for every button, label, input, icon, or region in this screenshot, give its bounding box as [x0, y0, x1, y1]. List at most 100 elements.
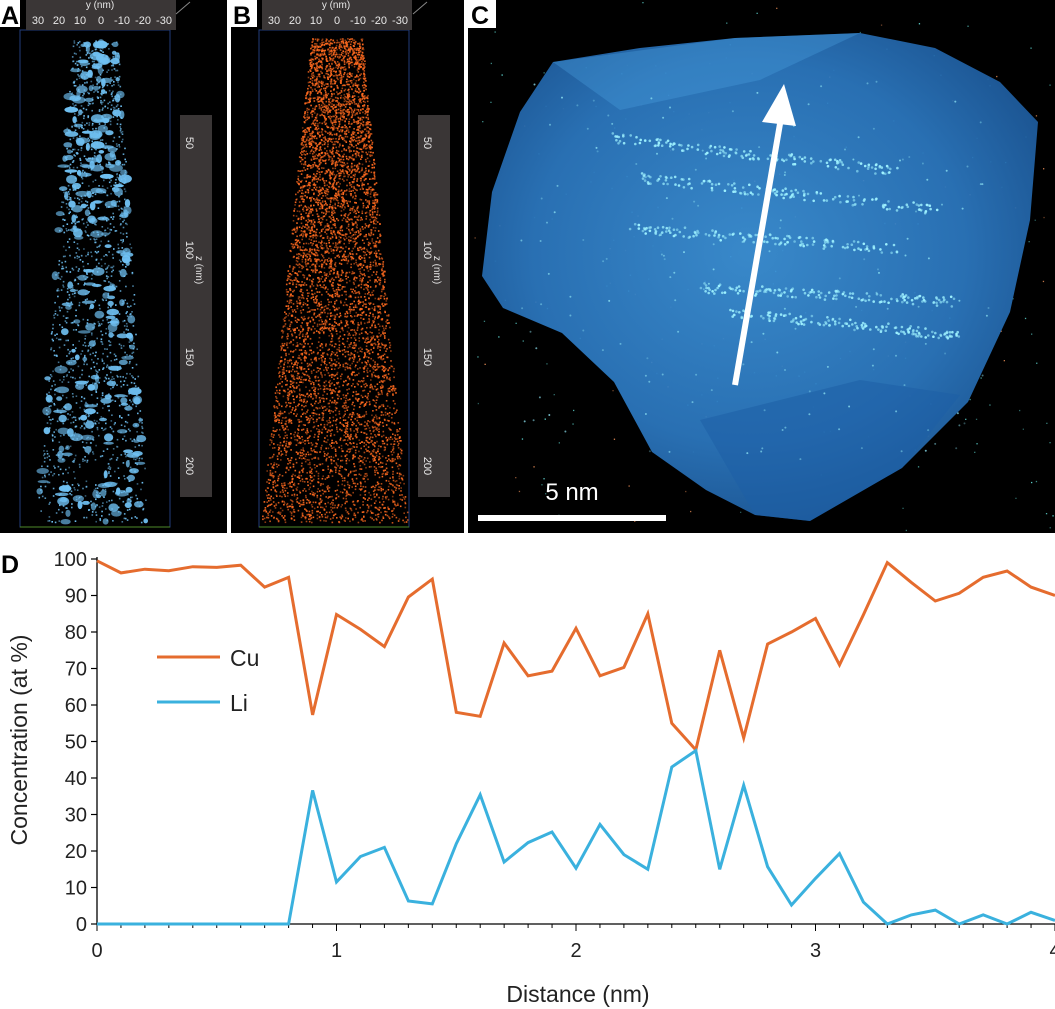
atom-cluster	[125, 460, 130, 468]
atom-dot	[326, 108, 329, 110]
atom-dot	[333, 104, 336, 106]
atom-dot	[331, 219, 334, 221]
atom-cluster	[100, 145, 114, 149]
atom-dot	[397, 453, 399, 455]
atom-dot	[373, 429, 375, 432]
atom-dot	[58, 474, 60, 476]
atom-dot	[339, 335, 342, 338]
atom-dot	[366, 126, 368, 129]
atom-dot	[59, 379, 61, 381]
atom-dot	[70, 490, 73, 493]
atom-dot	[99, 518, 101, 520]
atom-dot	[85, 108, 88, 111]
atom-dot	[352, 118, 355, 121]
atom-dot	[123, 513, 126, 515]
atom-dot	[77, 63, 79, 66]
atom-dot	[332, 67, 335, 69]
atom-dot	[365, 233, 367, 236]
atom-dot	[351, 421, 354, 424]
atom-dot	[374, 514, 377, 516]
atom-dot	[378, 456, 380, 458]
atom-dot	[104, 106, 106, 108]
atom-dot	[307, 343, 309, 345]
atom-dot	[330, 160, 332, 163]
atom-dot	[109, 82, 111, 84]
atom-dot	[351, 162, 353, 165]
atom-dot	[317, 425, 320, 427]
atom-dot	[330, 90, 332, 92]
atom-dot	[309, 266, 311, 268]
atom-dot	[350, 308, 353, 311]
atom-dot	[89, 308, 91, 310]
atom-dot	[370, 186, 372, 189]
atom-dot	[319, 53, 322, 56]
atom-dot	[331, 277, 334, 280]
atom-dot	[329, 260, 331, 262]
atom-dot	[324, 374, 326, 376]
atom-dot	[314, 492, 316, 495]
atom-dot	[357, 303, 360, 305]
atom-dot	[108, 405, 110, 407]
atom-dot	[299, 247, 301, 249]
atom-dot	[292, 510, 295, 513]
atom-dot	[122, 153, 125, 155]
atom-dot	[85, 54, 88, 56]
atom-dot	[352, 139, 355, 142]
atom-dot	[335, 322, 338, 324]
atom-cluster	[80, 71, 90, 80]
atom-dot	[118, 280, 121, 282]
atom-dot	[364, 124, 366, 126]
atom-dot	[347, 96, 349, 99]
atom-dot	[339, 300, 342, 303]
atom-dot	[119, 415, 121, 417]
atom-dot	[323, 305, 326, 308]
atom-dot	[305, 223, 307, 226]
atom-dot	[340, 321, 343, 324]
atom-dot	[381, 466, 384, 468]
atom-dot	[273, 480, 276, 482]
atom-dot	[347, 72, 349, 75]
atom-dot	[372, 321, 375, 324]
atom-dot	[319, 188, 322, 191]
atom-dot	[131, 375, 133, 377]
atom-dot	[123, 319, 126, 322]
atom-dot	[119, 375, 122, 378]
atom-dot	[98, 304, 101, 307]
atom-dot	[317, 154, 319, 157]
atom-dot	[359, 258, 362, 260]
atom-dot	[44, 497, 47, 499]
atom-dot	[319, 89, 322, 91]
atom-dot	[281, 329, 283, 332]
atom-dot	[101, 200, 104, 203]
atom-dot	[105, 332, 107, 335]
atom-dot	[351, 61, 353, 64]
atom-dot	[314, 45, 316, 48]
atom-dot	[98, 422, 100, 424]
atom-dot	[309, 78, 312, 80]
atom-dot	[318, 171, 321, 174]
atom-cluster	[71, 205, 83, 213]
atom-dot	[378, 496, 380, 499]
atom-dot	[363, 415, 366, 418]
atom-dot	[74, 426, 77, 428]
atom-cluster	[103, 441, 114, 445]
atom-dot	[320, 501, 323, 503]
atom-dot	[367, 286, 369, 288]
atom-cluster	[106, 380, 117, 387]
atom-dot	[293, 289, 295, 292]
atom-dot	[400, 452, 403, 455]
atom-dot	[85, 66, 88, 69]
atom-dot	[317, 438, 319, 441]
atom-dot	[98, 381, 100, 384]
atom-dot	[352, 503, 355, 506]
atom-dot	[126, 315, 129, 317]
atom-dot	[119, 365, 121, 368]
atom-dot	[328, 181, 331, 184]
atom-dot	[305, 219, 307, 222]
atom-dot	[91, 195, 94, 198]
atom-dot	[380, 411, 383, 413]
panel-a-z-axis-title: z (nm)	[193, 256, 204, 284]
atom-dot	[344, 520, 346, 522]
atom-dot	[301, 170, 303, 172]
atom-dot	[336, 373, 338, 376]
